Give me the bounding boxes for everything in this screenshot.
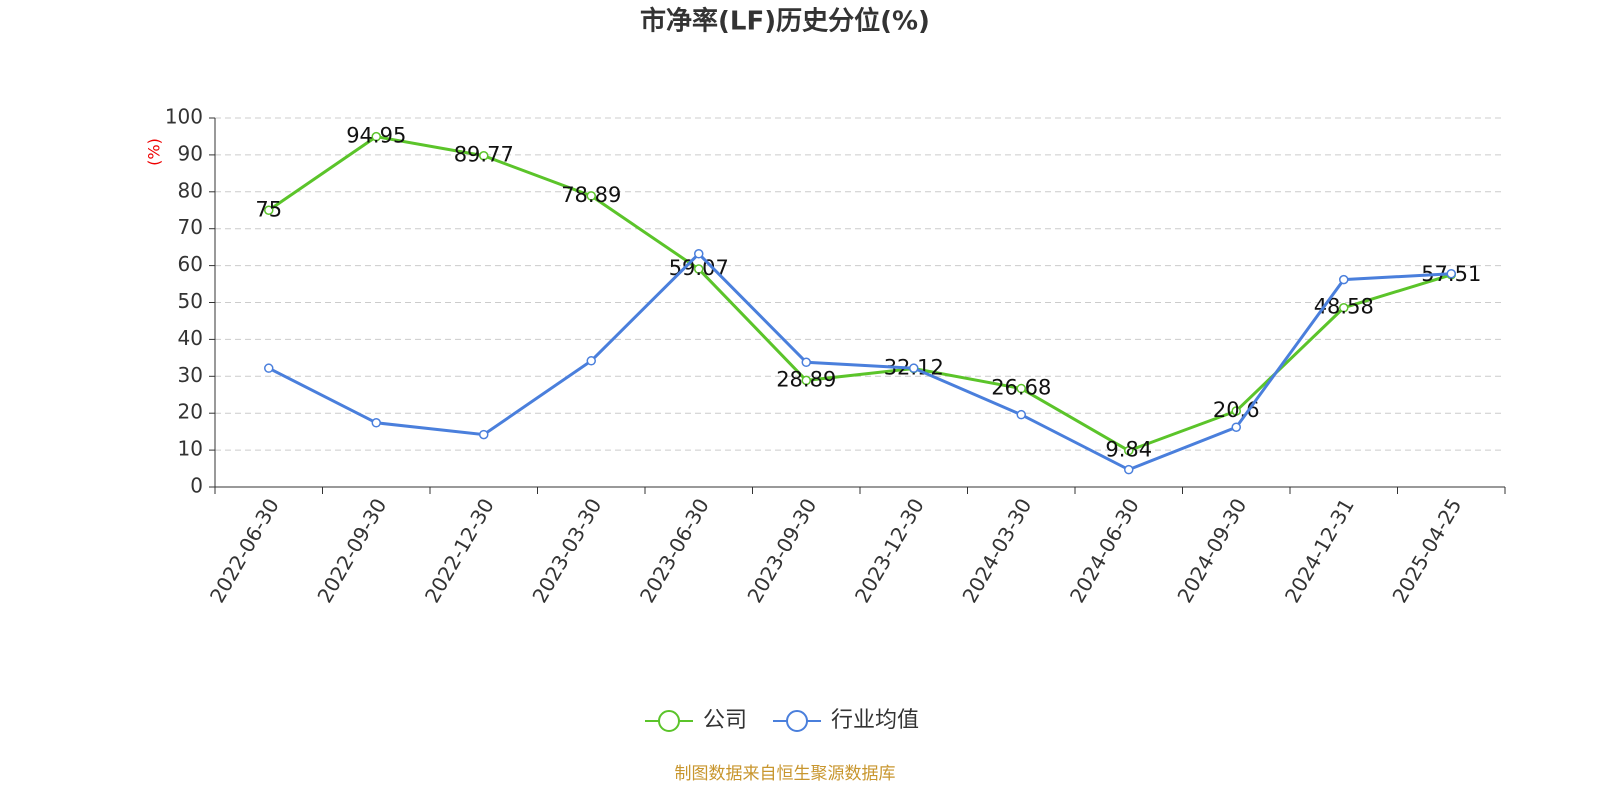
data-point: [801, 357, 811, 368]
legend-label: 公司: [703, 708, 747, 733]
x-tick-label: 2024-03-30: [957, 494, 1036, 607]
y-tick-label: 90: [178, 141, 203, 165]
data-point: [1339, 302, 1349, 313]
x-tick-label: 2022-06-30: [205, 494, 284, 607]
x-tick-label: 2023-06-30: [635, 494, 714, 607]
source-note: 制图数据来自恒生聚源数据库: [675, 764, 896, 784]
data-point: [694, 264, 704, 274]
y-tick-label: 20: [178, 400, 203, 424]
x-tick-label: 2023-03-30: [527, 494, 606, 607]
data-point: [1124, 445, 1134, 456]
x-tick-label: 2024-06-30: [1065, 494, 1144, 607]
data-point: [586, 356, 596, 366]
data-label: 78.89: [561, 183, 621, 207]
y-tick-label: 100: [165, 105, 203, 129]
y-tick-label: 60: [178, 252, 203, 276]
data-point: [1016, 383, 1026, 394]
y-tick-label: 10: [178, 437, 203, 461]
data-point: [1016, 409, 1026, 420]
data-point: [586, 191, 596, 201]
x-tick-label: 2022-12-30: [420, 494, 499, 607]
data-point: [1231, 406, 1241, 416]
data-label: 89.77: [454, 143, 514, 167]
data-point: [1231, 422, 1241, 432]
data-point: [694, 249, 704, 259]
data-label: 28.89: [776, 367, 836, 391]
y-tick-label: 70: [178, 215, 203, 239]
data-point: [801, 375, 811, 386]
data-point: [264, 363, 274, 373]
data-point: [479, 150, 489, 161]
data-point: [371, 131, 381, 142]
x-tick-label: 2023-12-30: [850, 494, 929, 607]
y-tick-label: 40: [178, 326, 203, 350]
x-tick-label: 2023-09-30: [742, 494, 821, 607]
data-label: 26.68: [991, 376, 1051, 400]
series-line: [267, 135, 1452, 453]
data-point: [1339, 274, 1349, 285]
x-tick-label: 2024-12-31: [1280, 494, 1359, 607]
x-tick-label: 2025-04-25: [1387, 494, 1466, 607]
data-point: [264, 205, 274, 215]
x-tick-label: 2022-09-30: [312, 494, 391, 607]
series-line: [268, 251, 1452, 472]
y-tick-label: 80: [178, 178, 203, 202]
y-tick-label: 0: [190, 474, 203, 498]
y-tick-label: 30: [178, 363, 203, 387]
data-point: [909, 363, 919, 373]
data-label: 94.95: [346, 124, 406, 148]
data-point: [479, 429, 489, 440]
data-label: 9.84: [1105, 438, 1152, 462]
x-tick-label: 2024-09-30: [1172, 494, 1251, 607]
data-label: 75: [255, 197, 282, 221]
data-point: [1124, 464, 1134, 475]
legend-label: 行业均值: [831, 708, 919, 733]
legend-marker: [658, 710, 680, 732]
legend-marker: [786, 710, 809, 732]
data-point: [371, 418, 381, 428]
data-point: [1446, 268, 1456, 279]
y-tick-label: 50: [178, 289, 203, 313]
data-label: 20.6: [1213, 398, 1260, 422]
chart-title: 市净率(LF)历史分位(%): [640, 6, 930, 37]
y-axis-label: (%): [145, 138, 164, 166]
